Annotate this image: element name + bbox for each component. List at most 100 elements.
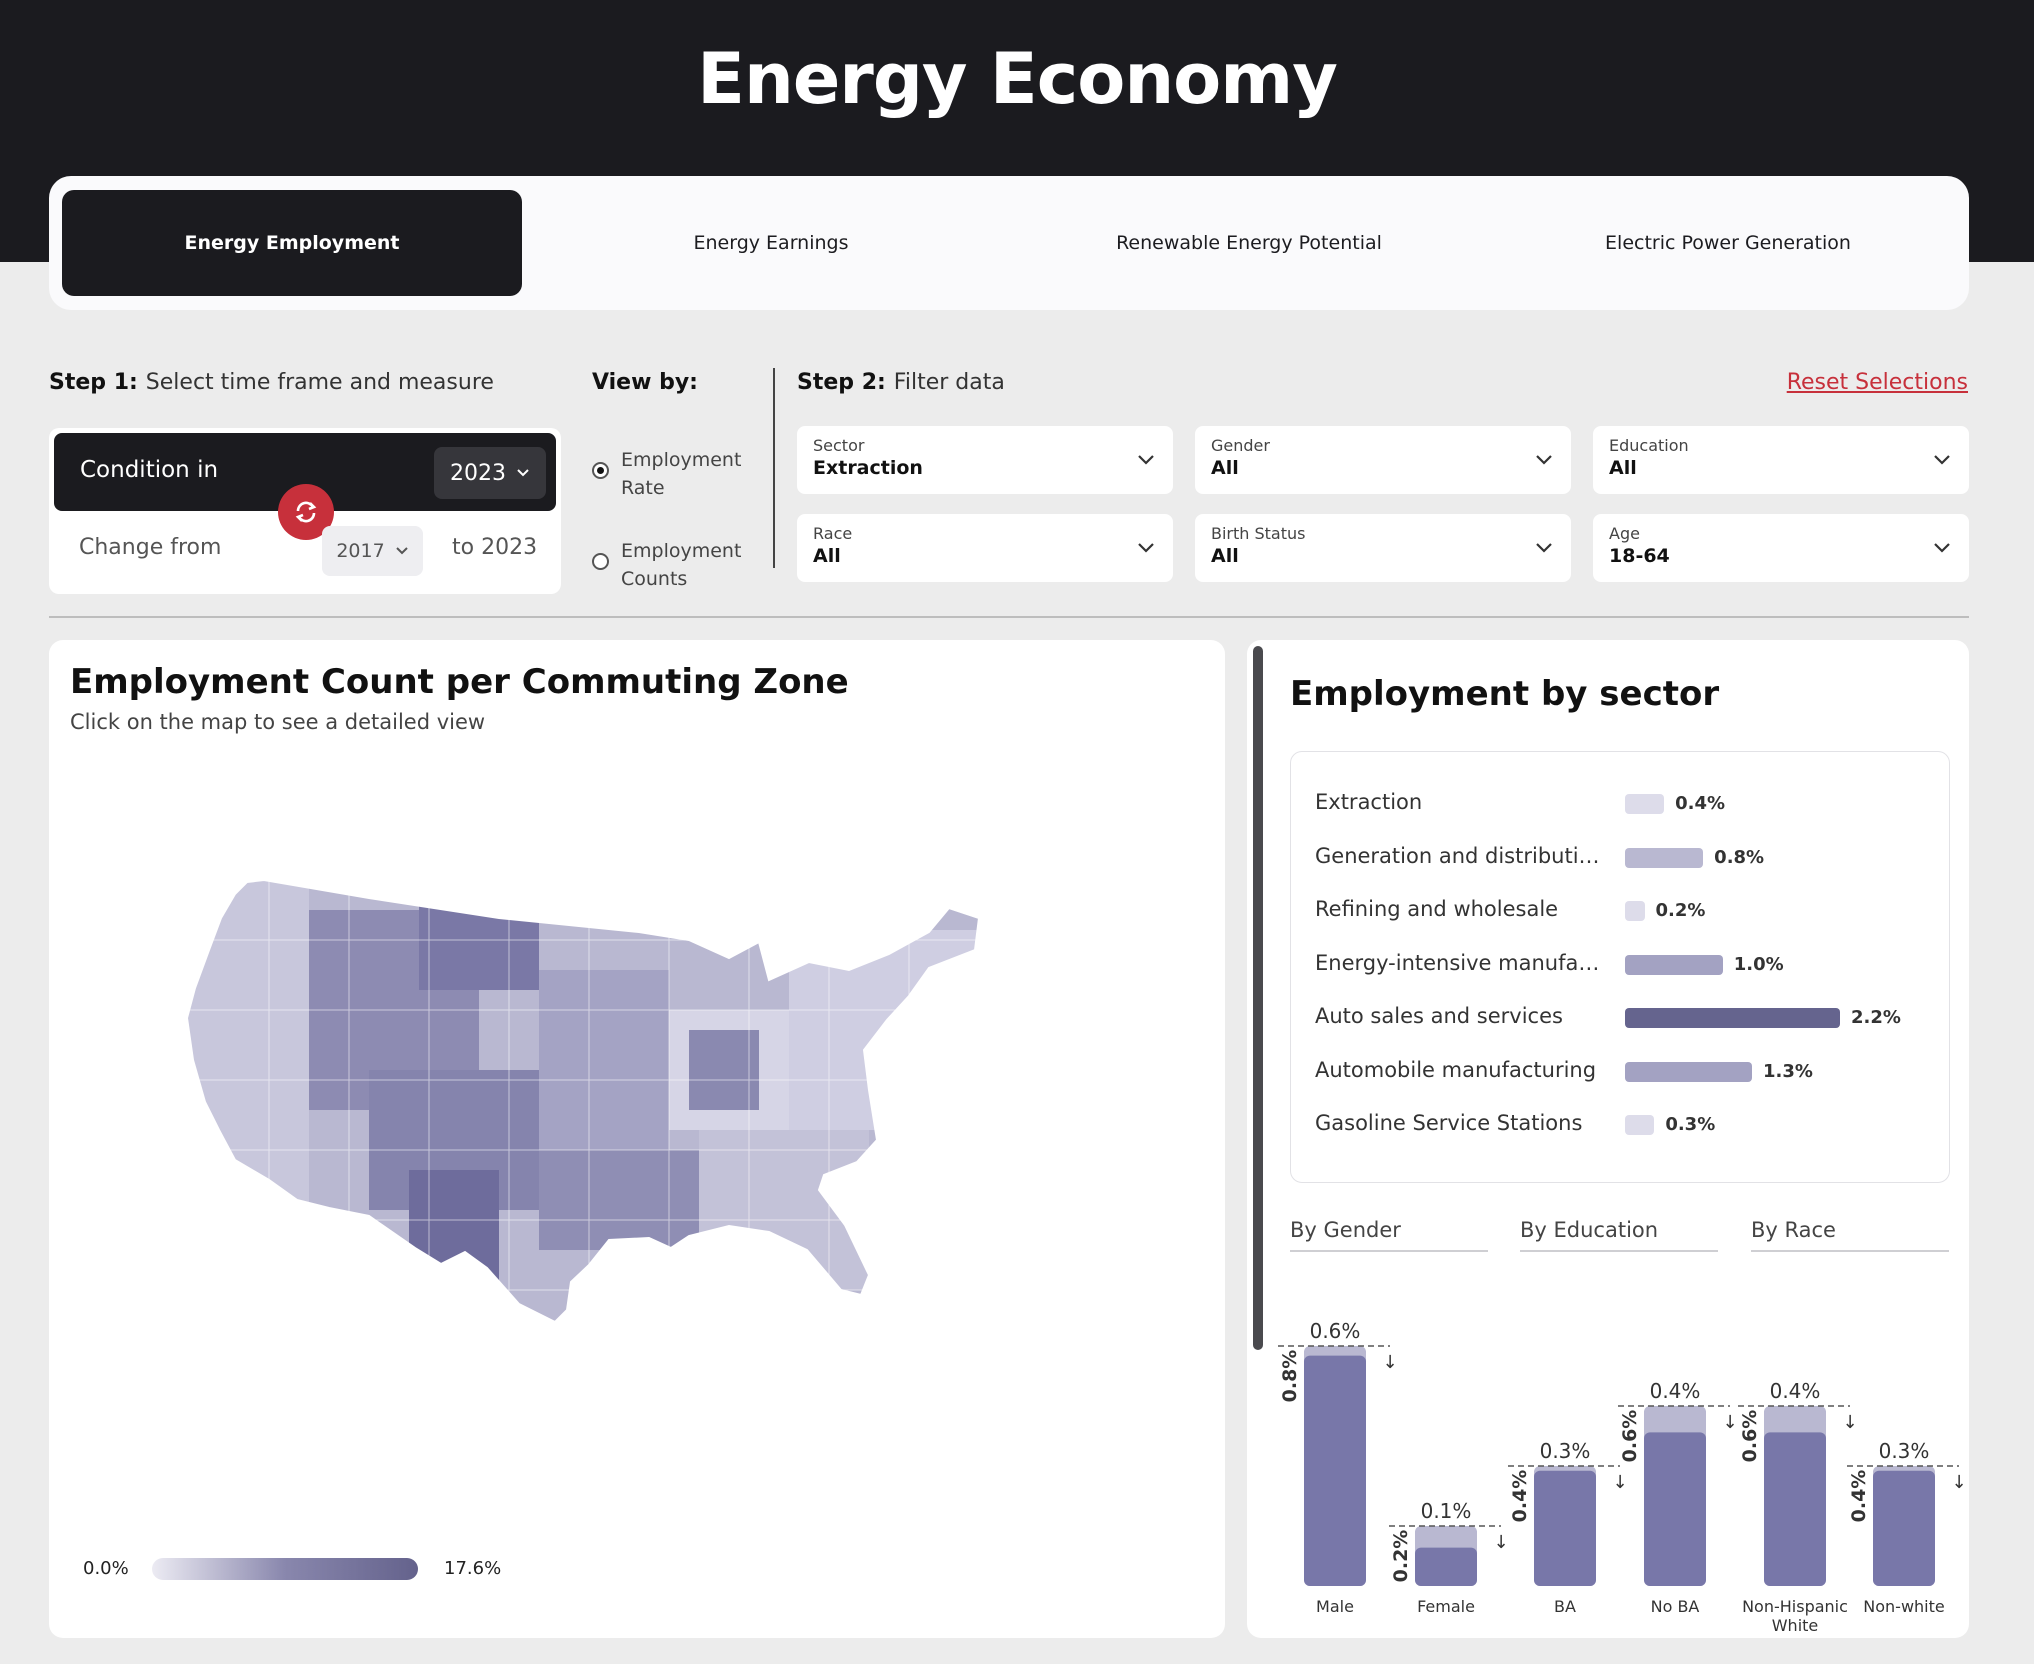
map-region-west <box>187 880 309 1322</box>
category-label: No BA <box>1651 1597 1700 1616</box>
reset-selections-link[interactable]: Reset Selections <box>1786 370 1968 395</box>
chevron-down-icon <box>1934 543 1950 553</box>
horizontal-divider <box>49 616 1969 618</box>
filter-race[interactable]: Race All <box>797 514 1173 582</box>
map-region-texas <box>409 1170 499 1290</box>
radio-employment-counts[interactable]: Employment Counts <box>592 537 751 593</box>
sector-bar-auto-sales-and-services[interactable] <box>1625 1008 1840 1028</box>
sector-value-label: 1.3% <box>1763 1060 1813 1082</box>
sector-value-label: 0.4% <box>1675 793 1725 814</box>
group-header-race: By Race <box>1751 1218 1949 1252</box>
bar-top-label: 0.3% <box>1879 1439 1930 1463</box>
arrow-down-icon: ↓ <box>1722 1412 1737 1433</box>
sector-label-generation-and-distributi: Generation and distributi… <box>1315 843 1600 868</box>
tab-electric-power-generation[interactable]: Electric Power Generation <box>1605 232 1851 254</box>
filter-sector[interactable]: Sector Extraction <box>797 426 1173 494</box>
bar-top-label: 0.6% <box>1310 1319 1361 1343</box>
map-region-ohio-valley <box>689 1030 759 1110</box>
sector-bar-energy-intensive-manufa[interactable] <box>1625 954 1723 975</box>
sector-label-extraction: Extraction <box>1315 790 1423 814</box>
sector-value-label: 0.3% <box>1665 1114 1716 1135</box>
filter-value: 18-64 <box>1609 545 1670 567</box>
condition-label: Condition in <box>80 457 219 483</box>
filter-birth-status[interactable]: Birth Status All <box>1195 514 1571 582</box>
chevron-down-icon <box>1536 543 1552 553</box>
sector-bar-generation-and-distributi[interactable] <box>1625 847 1704 868</box>
sector-label-automobile-manufacturing: Automobile manufacturing <box>1315 1057 1597 1082</box>
step1-heading: Step 1: Select time frame and measure <box>49 370 494 395</box>
sector-bar-extraction[interactable] <box>1625 794 1665 814</box>
change-from-label: Change from <box>79 535 222 560</box>
sector-bar-chart: Extraction 0.4% Generation and distributi…… <box>1290 751 1950 1183</box>
bar-portion-1 <box>1415 1547 1477 1586</box>
category-label: BA <box>1554 1597 1576 1616</box>
map-outline <box>185 878 981 1324</box>
sector-label-gasoline-service-stations: Gasoline Service Stations <box>1315 1111 1583 1135</box>
chevron-down-icon <box>1138 543 1154 553</box>
legend-max-label: 17.6% <box>444 1558 502 1579</box>
filter-label: Birth Status <box>1211 524 1306 543</box>
map-region-gulf <box>539 1150 699 1250</box>
bar-portion-4 <box>1764 1432 1826 1586</box>
tab-energy-employment[interactable]: Energy Employment <box>62 190 522 296</box>
bar-side-label: 0.4% <box>1848 1470 1870 1523</box>
filter-value: Extraction <box>813 457 923 479</box>
timeframe-box: Condition in 2023 Change from 2017 to 20… <box>49 428 561 594</box>
sector-value-label: 1.0% <box>1733 953 1784 975</box>
sector-bar-refining-and-wholesale[interactable] <box>1625 901 1645 921</box>
radio-label: Employment Counts <box>621 540 742 590</box>
app-title: Energy Economy <box>697 38 1338 120</box>
change-from-year-select[interactable]: 2017 <box>322 526 423 576</box>
arrow-down-icon: ↓ <box>1842 1412 1857 1433</box>
filter-label: Education <box>1609 436 1689 455</box>
legend-gradient-bar <box>152 1558 418 1580</box>
filter-gender[interactable]: Gender All <box>1195 426 1571 494</box>
tab-bar: Energy Employment Energy Earnings Renewa… <box>49 176 1969 310</box>
bar-side-label: 0.6% <box>1619 1410 1641 1463</box>
viewby-heading: View by: <box>592 370 698 395</box>
map-title: Employment Count per Commuting Zone <box>70 662 849 702</box>
sector-card: Employment by sector Extraction 0.4% Gener… <box>1247 640 1969 1638</box>
sector-value-label: 0.8% <box>1714 846 1765 868</box>
commuting-zone-map[interactable] <box>169 870 1109 1470</box>
sector-title: Employment by sector <box>1290 674 1720 714</box>
bar-side-label: 0.6% <box>1739 1410 1761 1463</box>
filter-label: Age <box>1609 524 1640 543</box>
radio-button-selected[interactable] <box>592 462 609 479</box>
step1-prefix: Step 1: <box>49 370 138 395</box>
map-region-northeast <box>789 930 979 1130</box>
step1-text: Select time frame and measure <box>145 370 494 395</box>
step2-text: Filter data <box>893 370 1005 395</box>
change-from-year-value: 2017 <box>336 540 385 562</box>
arrow-down-icon: ↓ <box>1382 1352 1397 1373</box>
radio-button[interactable] <box>592 553 609 570</box>
tab-energy-earnings[interactable]: Energy Earnings <box>693 232 849 254</box>
chevron-down-icon <box>395 547 408 555</box>
filter-education[interactable]: Education All <box>1593 426 1969 494</box>
filter-label: Sector <box>813 436 865 455</box>
chevron-down-icon <box>1934 455 1950 465</box>
swap-arrows-icon <box>295 501 317 523</box>
sector-bar-automobile-manufacturing[interactable] <box>1625 1061 1753 1082</box>
radio-employment-rate[interactable]: Employment Rate <box>592 446 751 502</box>
filter-value: All <box>813 545 841 567</box>
chevron-down-icon <box>517 469 529 477</box>
tab-renewable-energy-potential[interactable]: Renewable Energy Potential <box>1116 232 1382 254</box>
map-card: Employment Count per Commuting Zone Clic… <box>49 640 1225 1638</box>
sector-bar-gasoline-service-stations[interactable] <box>1625 1115 1655 1135</box>
category-label: Non-Hispanic <box>1742 1597 1848 1616</box>
filter-value: All <box>1609 457 1637 479</box>
condition-year-select[interactable]: 2023 <box>434 447 546 499</box>
sector-value-label: 0.2% <box>1655 900 1706 921</box>
bar-portion-0 <box>1304 1355 1366 1586</box>
bar-top-label: 0.4% <box>1770 1379 1821 1403</box>
chevron-down-icon <box>1536 455 1552 465</box>
bar-side-label: 0.4% <box>1509 1470 1531 1523</box>
category-label: Female <box>1417 1597 1475 1616</box>
filter-age[interactable]: Age 18-64 <box>1593 514 1969 582</box>
map-region-north-plains <box>419 900 539 990</box>
scrollbar-thumb[interactable] <box>1253 646 1263 1350</box>
filter-label: Gender <box>1211 436 1270 455</box>
condition-row[interactable]: Condition in 2023 <box>54 433 556 511</box>
